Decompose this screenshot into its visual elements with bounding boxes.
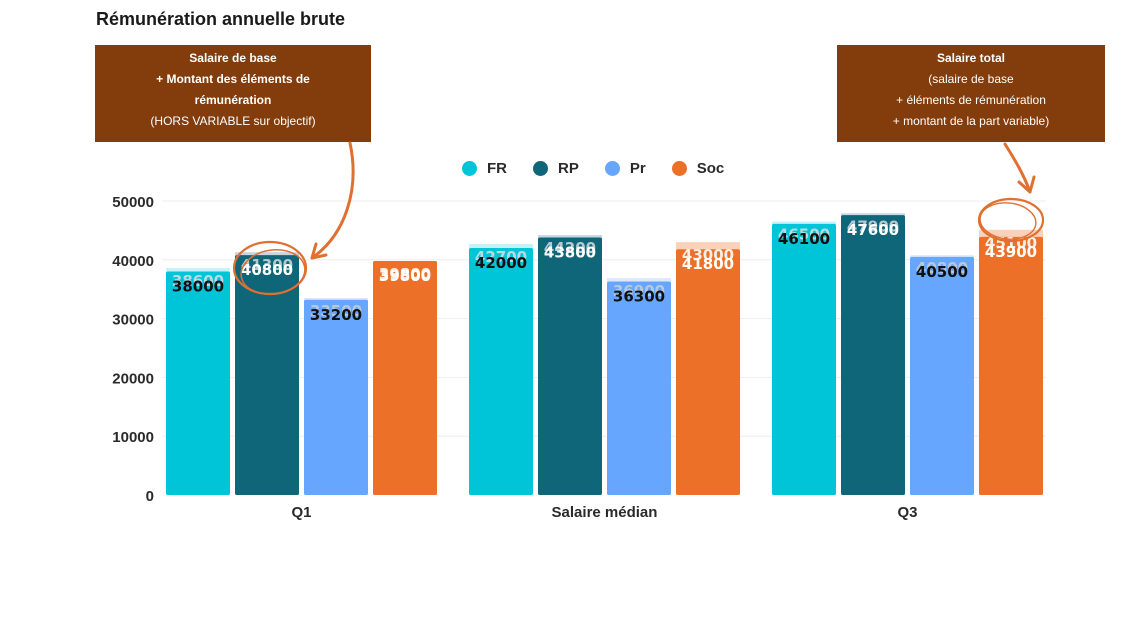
y-tick-label-0: 0 [146,488,154,505]
data-label-soc-0: 39800 [379,267,431,285]
x-tick-label-2: Q3 [897,504,917,521]
legend-label-fr: FR [487,160,507,177]
data-label-soc-2: 43900 [985,243,1037,261]
data-label-fr-1: 42000 [475,254,527,272]
data-label-total-rp-0: 41300 [241,256,293,274]
bar-fr-1 [469,248,533,495]
bar-rp-2 [841,215,905,495]
callout-total-salary: Salaire total (salaire de base + élément… [837,45,1105,142]
data-label-pr-2: 40500 [916,263,968,281]
data-label-rp-2: 47600 [847,221,899,239]
data-label-total-soc-0: 39800 [379,265,431,283]
callout-left-line-2: + Montant des éléments de [156,72,310,86]
callout-left-line-3: rémunération [194,93,272,107]
data-label-pr-0: 33200 [310,306,362,324]
y-tick-label-20000: 20000 [112,370,154,387]
data-label-total-rp-2: 47900 [847,217,899,235]
bar-pr-2 [910,256,974,495]
annotation-arrow-right [1003,142,1032,194]
data-label-rp-1: 43800 [544,243,596,261]
bar-soc-0 [373,260,437,495]
y-tick-label-10000: 10000 [112,429,154,446]
callout-left-line-4: (HORS VARIABLE sur objectif) [150,114,316,128]
data-label-total-fr-1: 42700 [475,248,527,266]
data-label-total-pr-0: 33500 [310,302,362,320]
legend-item-rp: RP [533,160,579,177]
x-tick-label-1: Salaire médian [552,504,658,521]
legend-label-soc: Soc [696,160,725,177]
data-label-pr-1: 36300 [613,288,665,306]
legend-dot-pr [604,161,620,176]
bar-fr-0 [166,271,230,495]
legend-dot-soc [671,161,687,176]
annotation-arrowhead-right [1017,175,1036,194]
y-tick-label-30000: 30000 [112,312,154,329]
data-label-total-fr-0: 38600 [172,272,224,290]
data-label-fr-2: 46100 [778,230,830,248]
legend-label-rp: RP [558,160,579,177]
bar-fr-2 [772,223,836,495]
y-tick-label-40000: 40000 [112,253,154,270]
bar-soc-2 [979,236,1043,496]
x-tick-label-0: Q1 [291,504,311,521]
data-label-fr-0: 38000 [172,278,224,296]
data-label-total-fr-2: 46500 [778,226,830,244]
bar-rp-0 [235,255,299,495]
legend-label-pr: Pr [629,160,646,177]
callout-right-line-2: (salaire de base [928,72,1014,86]
legend-item-soc: Soc [671,160,725,177]
annotation-arrowhead-left [310,242,328,260]
legend-item-fr: FR [462,160,507,177]
data-label-total-rp-1: 44200 [544,239,596,257]
callout-left-line-1: Salaire de base [189,51,277,65]
callout-right-line-4: + montant de la part variable) [892,114,1050,128]
chart-legend: FR RP Pr Soc [462,160,750,177]
annotation-arrow-left [310,141,355,260]
callout-right-line-1: Salaire total [936,51,1006,65]
callout-base-salary: Salaire de base + Montant des éléments d… [95,45,371,142]
callout-right-line-3: + éléments de rémunération [896,93,1046,107]
annotation-circle-left-inner [240,249,306,295]
bar-soc-1 [676,249,740,495]
data-label-rp-0: 40800 [241,261,293,279]
legend-dot-fr [462,161,477,176]
data-label-total-soc-1: 43000 [682,246,734,264]
data-label-total-pr-2: 40800 [916,259,968,277]
bar-pr-1 [607,281,671,495]
y-tick-label-50000: 50000 [112,194,154,211]
page-title: Rémunération annuelle brute [96,9,346,29]
legend-dot-rp [533,161,548,176]
bar-pr-0 [304,299,368,495]
annotation-circle-right [977,197,1045,243]
annotation-circle-right-inner [979,202,1037,240]
data-label-total-pr-1: 36900 [613,282,665,300]
bar-rp-1 [538,237,602,495]
legend-item-pr: Pr [604,160,646,177]
data-label-soc-1: 41800 [682,255,734,273]
